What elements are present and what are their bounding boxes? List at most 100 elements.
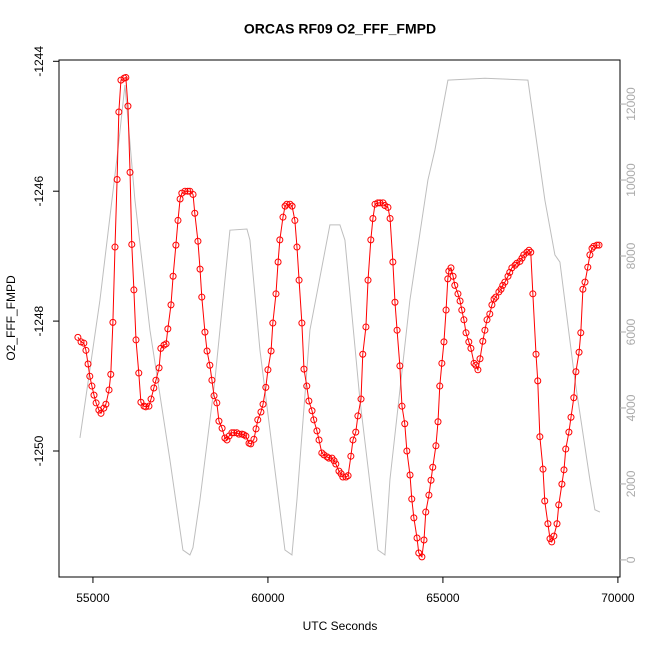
data-point xyxy=(267,347,275,355)
data-point xyxy=(354,412,362,420)
data-point xyxy=(581,278,589,286)
x-tick-label: 60000 xyxy=(251,591,285,605)
data-point xyxy=(565,428,573,436)
data-point xyxy=(276,236,284,244)
data-point xyxy=(449,272,457,280)
data-point xyxy=(541,497,549,505)
data-point xyxy=(577,329,585,337)
data-point xyxy=(218,424,226,432)
data-point xyxy=(102,400,110,408)
data-point xyxy=(438,359,446,367)
x-axis-label: UTC Seconds xyxy=(303,619,378,633)
data-point xyxy=(560,466,568,474)
data-point xyxy=(501,278,509,286)
x-tick-label: 65000 xyxy=(426,591,460,605)
data-point xyxy=(295,276,303,284)
y2-tick-label: 4000 xyxy=(624,394,638,421)
y2-tick-label: 12000 xyxy=(624,87,638,121)
data-point xyxy=(223,436,231,444)
data-point xyxy=(425,491,433,499)
data-point xyxy=(189,190,197,198)
data-point xyxy=(303,382,311,390)
data-point xyxy=(310,416,318,424)
chart-title: ORCAS RF09 O2_FFF_FMPD xyxy=(244,21,436,37)
data-point xyxy=(264,366,272,374)
y-tick-label: -1246 xyxy=(32,176,46,207)
data-point xyxy=(398,402,406,410)
data-point xyxy=(427,476,435,484)
data-point xyxy=(434,418,442,426)
data-point xyxy=(323,453,331,461)
data-point xyxy=(291,216,299,224)
data-point xyxy=(454,290,462,298)
data-point xyxy=(367,236,375,244)
data-point xyxy=(105,386,113,394)
data-point xyxy=(440,338,448,346)
data-point xyxy=(174,216,182,224)
data-point xyxy=(389,258,397,266)
data-point xyxy=(80,339,88,347)
data-point xyxy=(386,214,394,222)
data-point xyxy=(90,391,98,399)
data-point xyxy=(172,241,180,249)
data-point xyxy=(208,376,216,384)
data-point xyxy=(315,436,323,444)
data-point xyxy=(347,452,355,460)
data-point xyxy=(344,472,352,480)
y-tick-label: -1244 xyxy=(32,46,46,77)
y2-tick-label: 6000 xyxy=(624,318,638,345)
x-tick-label: 70000 xyxy=(601,591,635,605)
y-tick-label: -1248 xyxy=(32,305,46,336)
y2-tick-label: 0 xyxy=(624,556,638,563)
data-point xyxy=(162,340,170,348)
data-point xyxy=(84,360,92,368)
data-point xyxy=(586,251,594,259)
secondary-line xyxy=(79,77,601,556)
data-point xyxy=(92,399,100,407)
data-point xyxy=(230,429,238,437)
data-point xyxy=(130,286,138,294)
data-point xyxy=(432,442,440,450)
data-point xyxy=(308,407,316,415)
data-point xyxy=(575,348,583,356)
data-point xyxy=(460,316,468,324)
data-point xyxy=(474,366,482,374)
data-point xyxy=(113,176,121,184)
data-point xyxy=(550,532,558,540)
data-point xyxy=(536,433,544,441)
data-point xyxy=(396,362,404,370)
data-point xyxy=(413,534,421,542)
data-point xyxy=(181,187,189,195)
data-point xyxy=(483,316,491,324)
data-point xyxy=(132,336,140,344)
data-point xyxy=(126,168,134,176)
data-point xyxy=(198,293,206,301)
data-point xyxy=(364,276,372,284)
data-point xyxy=(184,187,192,195)
data-point xyxy=(523,248,531,256)
data-point xyxy=(456,297,464,305)
data-point xyxy=(562,445,570,453)
data-point xyxy=(74,333,82,341)
data-point xyxy=(286,200,294,208)
data-point xyxy=(318,449,326,457)
data-point xyxy=(86,372,94,380)
data-point xyxy=(145,402,153,410)
data-point xyxy=(467,344,475,352)
data-point xyxy=(391,298,399,306)
data-point xyxy=(259,400,267,408)
data-point xyxy=(235,430,243,438)
data-point xyxy=(252,425,260,433)
data-point xyxy=(447,264,455,272)
plot-box xyxy=(58,59,621,578)
data-point xyxy=(422,508,430,516)
y2-tick-label: 10000 xyxy=(624,163,638,197)
data-point xyxy=(298,319,306,327)
data-point xyxy=(544,520,552,528)
data-point xyxy=(553,520,561,528)
data-point xyxy=(115,108,123,116)
data-point xyxy=(274,258,282,266)
data-point xyxy=(300,365,308,373)
data-point xyxy=(593,241,601,249)
